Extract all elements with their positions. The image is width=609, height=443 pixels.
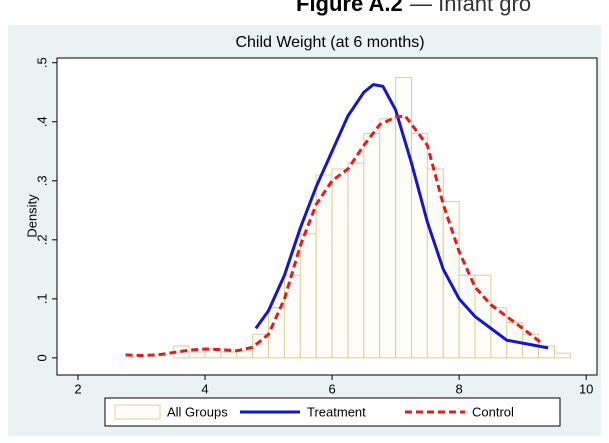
legend-box (104, 397, 561, 427)
figure-caption: — Infant gro (410, 0, 531, 16)
histogram-bar (553, 352, 571, 359)
y-axis-label: Density (24, 194, 39, 238)
histogram-bar (236, 350, 254, 359)
y-tick-label: .3 (34, 175, 49, 186)
histogram-bar (379, 118, 397, 359)
line-series (125, 114, 543, 358)
x-tick-label: 10 (579, 381, 593, 396)
x-tick-label: 6 (328, 381, 335, 396)
x-tick-label: 8 (456, 381, 463, 396)
x-tick-label: 4 (201, 381, 208, 396)
histogram-bar (220, 351, 238, 359)
y-tick-label: .1 (34, 293, 49, 304)
line-series (254, 82, 549, 350)
histogram-bar (363, 133, 381, 359)
y-tick-label: 0 (34, 354, 49, 361)
legend-label: Control (472, 404, 514, 419)
histogram-bar (458, 274, 476, 359)
histogram-bar (188, 351, 206, 359)
y-tick-label: .4 (34, 116, 49, 127)
chart-title: Child Weight (at 6 months) (235, 34, 424, 51)
legend-label: All Groups (167, 404, 228, 419)
histogram-bar (442, 200, 460, 359)
legend-swatch (114, 404, 161, 420)
figure-label: Figure A.2 (296, 0, 403, 16)
y-tick-label: .2 (34, 234, 49, 245)
y-tick-label: .5 (34, 57, 49, 68)
histogram-bar (347, 162, 365, 359)
histogram-bar (331, 168, 349, 359)
legend-label: Treatment (307, 404, 366, 419)
x-tick-label: 2 (74, 381, 81, 396)
histogram-bar (299, 233, 317, 359)
